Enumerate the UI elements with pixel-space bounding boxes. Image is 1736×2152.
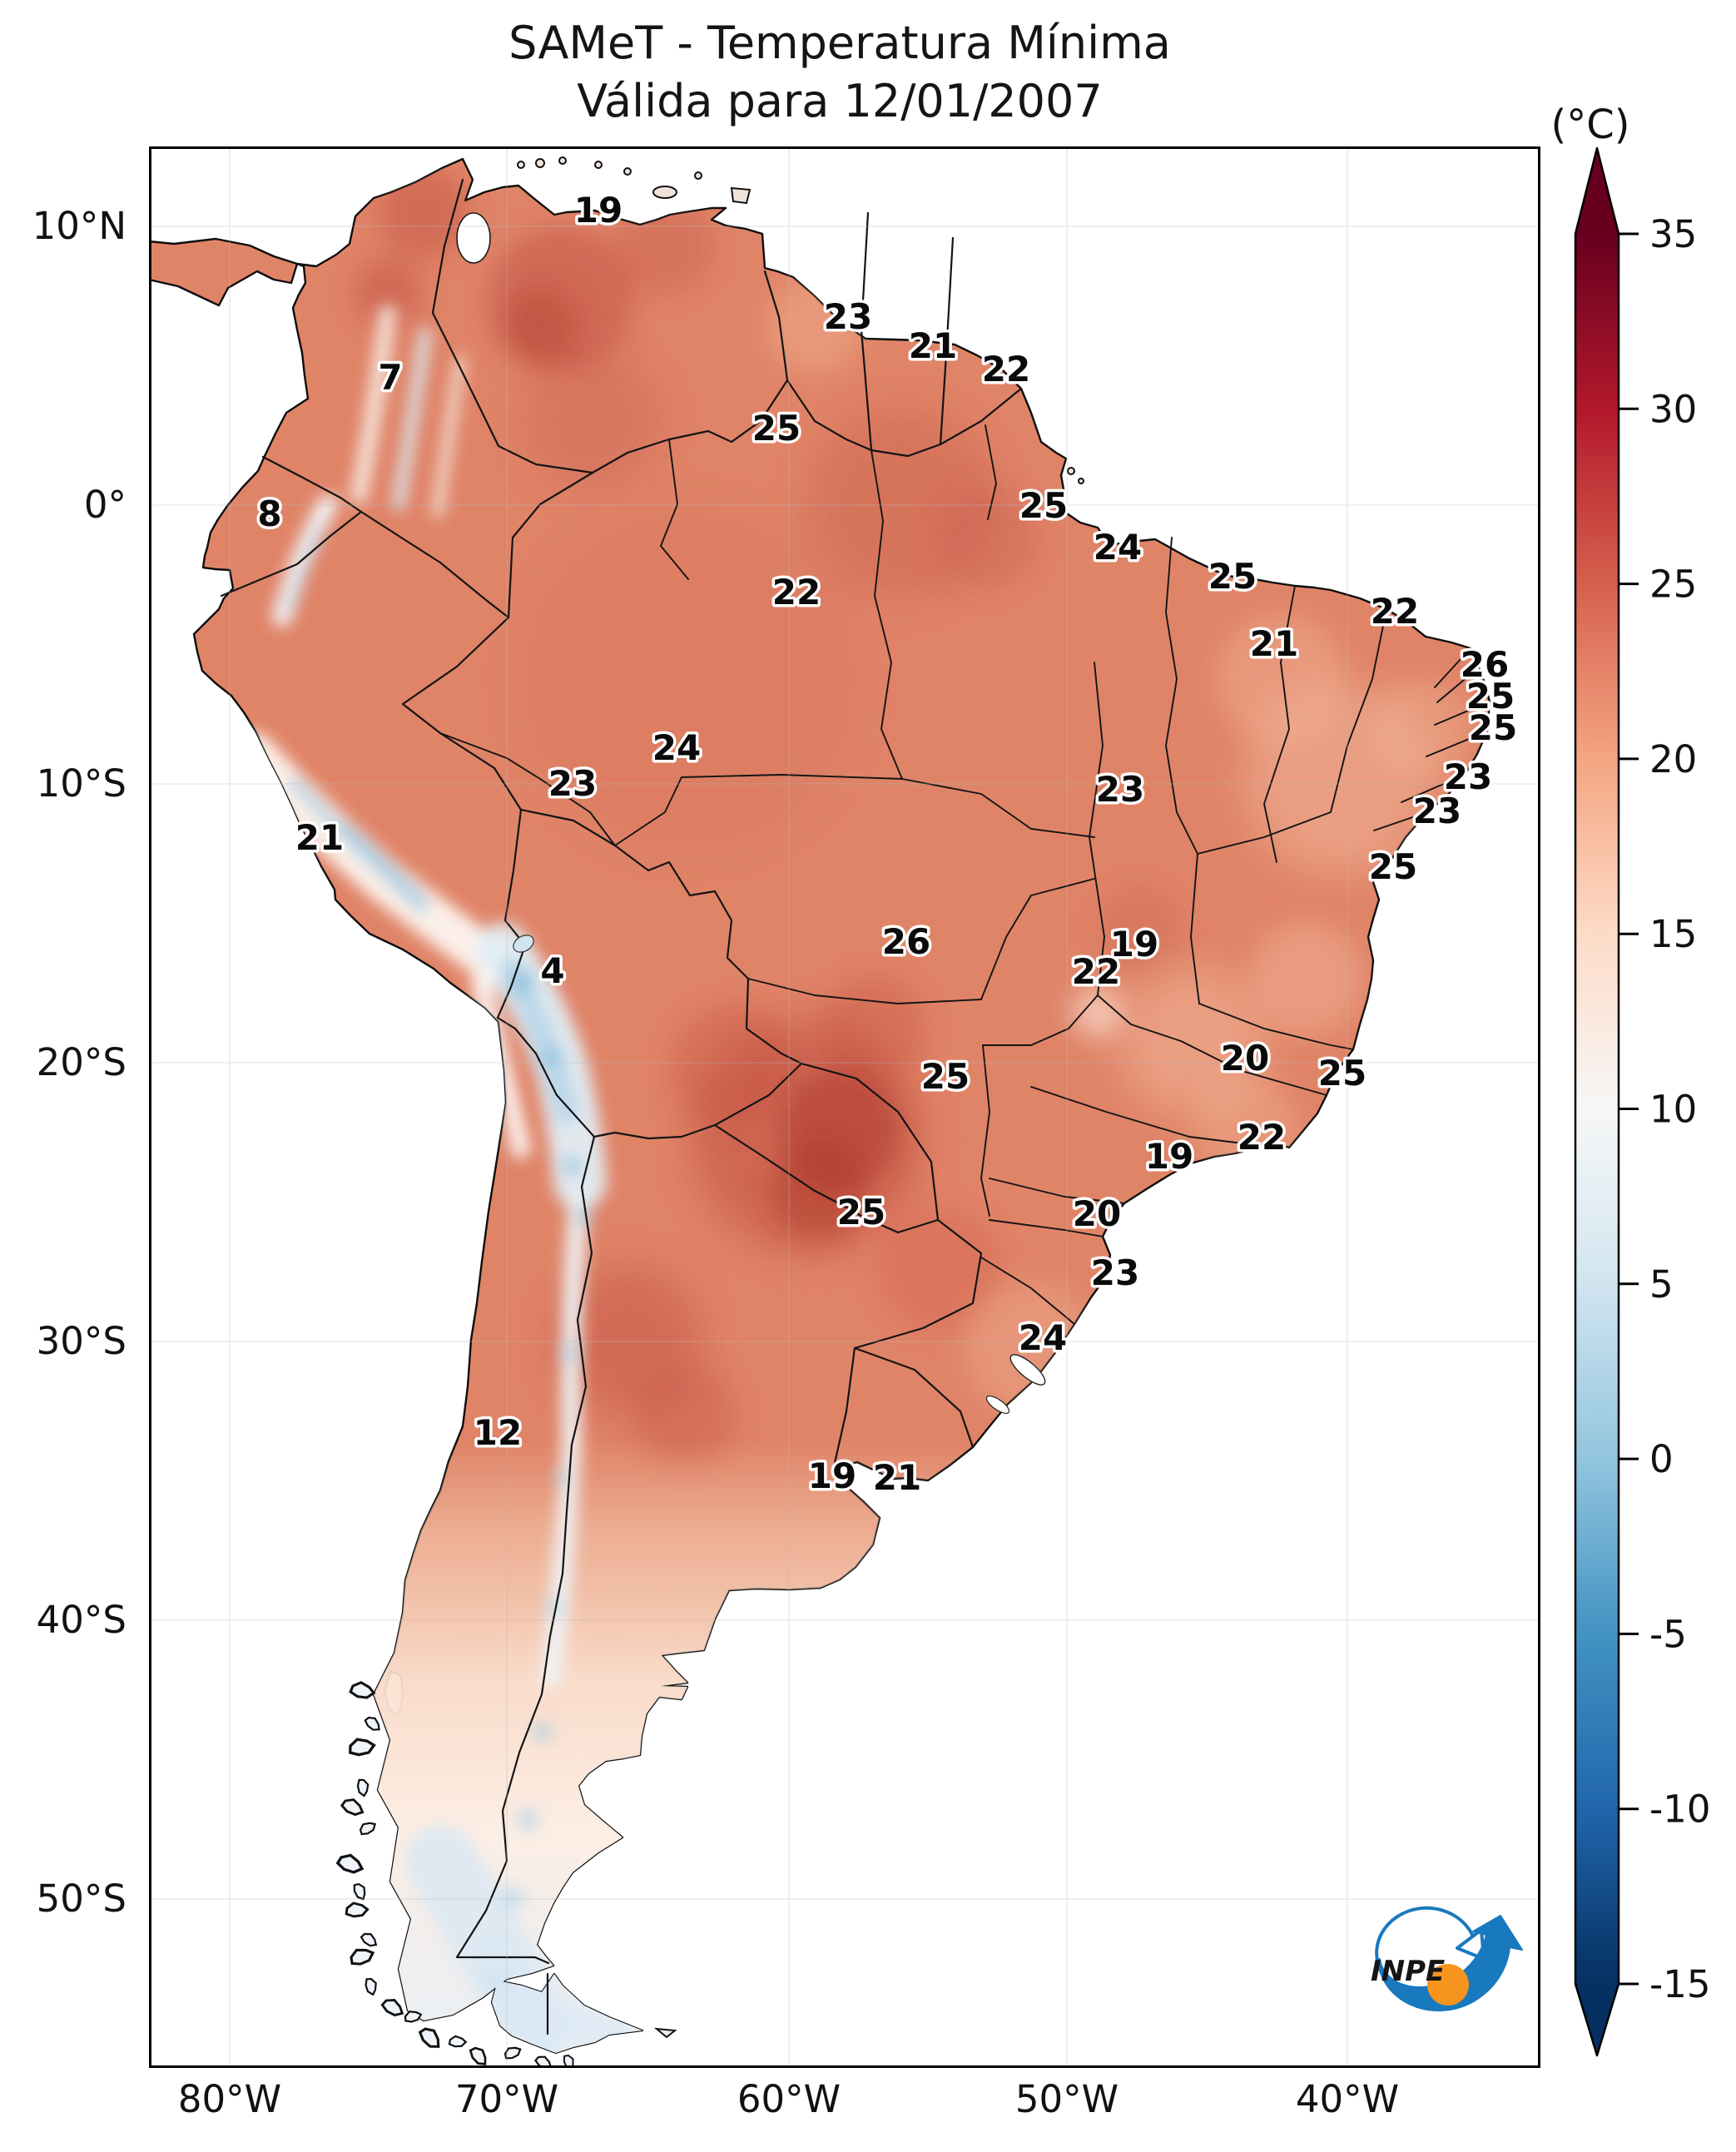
temperature-label: 25 — [1469, 707, 1517, 748]
state-borders — [439, 424, 1490, 1325]
lat-tick-label: 10°N — [32, 204, 126, 248]
temperature-label: 21 — [1250, 623, 1298, 664]
lat-tick-label: 10°S — [36, 761, 126, 806]
temperature-label: 23 — [1091, 1252, 1139, 1293]
temperature-label: 21 — [295, 817, 344, 858]
temperature-label: 24 — [1094, 527, 1142, 568]
graticule — [149, 146, 1540, 2068]
lat-tick-label: 40°S — [36, 1598, 126, 1642]
lat-tick-label: 20°S — [36, 1040, 126, 1084]
temperature-label: 25 — [1208, 556, 1257, 597]
lon-tick-label: 70°W — [454, 2077, 559, 2121]
inpe-logo-text: INPE — [1371, 1955, 1445, 1988]
colorbar-tick-label: 5 — [1649, 1262, 1674, 1307]
temperature-label: 20 — [1221, 1038, 1269, 1078]
temperature-label: 25 — [1318, 1053, 1366, 1093]
temperature-label: 21 — [873, 1457, 921, 1498]
colorbar-tick-label: 15 — [1649, 912, 1697, 956]
lon-tick-label: 50°W — [1014, 2077, 1119, 2121]
lon-tick-label: 40°W — [1295, 2077, 1400, 2121]
temperature-label: 25 — [752, 408, 801, 449]
temperature-label: 25 — [1019, 485, 1068, 526]
temperature-label: 24 — [1019, 1317, 1067, 1358]
temperature-label: 24 — [652, 727, 701, 768]
colorbar-unit-label: (°C) — [1550, 102, 1630, 148]
figure-title-line2: Válida para 12/01/2007 — [577, 75, 1103, 127]
colorbar-tick-label: 30 — [1649, 387, 1697, 431]
temperature-label: 26 — [882, 921, 930, 962]
inpe-logo-orange-dot — [1427, 1964, 1469, 2006]
temperature-label: 26 — [1461, 644, 1509, 685]
map-frame — [149, 146, 1540, 2068]
inpe-logo: INPE — [1371, 1906, 1523, 2011]
temperature-label: 8 — [257, 493, 281, 534]
temperature-label: 22 — [1371, 591, 1419, 632]
temperature-label: 19 — [1145, 1136, 1193, 1177]
colorbar-bar — [1574, 146, 1620, 2057]
temperature-label: 22 — [772, 572, 821, 612]
lat-tick-label: 30°S — [36, 1319, 126, 1363]
temperature-label: 21 — [909, 325, 957, 366]
temperature-label: 7 — [378, 357, 402, 398]
temperature-label: 23 — [1413, 791, 1461, 831]
temperature-label: 25 — [837, 1192, 885, 1232]
temperature-label: 12 — [474, 1412, 522, 1453]
temperature-label: 19 — [808, 1455, 856, 1496]
inpe-logo-solid-arrow — [1376, 1915, 1523, 2011]
colorbar-ticks: 35 30 25 20 15 10 5 0 -5 -10 -15 — [1619, 212, 1711, 2006]
lat-tick-label: 50°S — [36, 1877, 126, 1921]
temperature-label: 19 — [1110, 924, 1158, 964]
temperature-label: 4 — [540, 950, 564, 991]
temperature-label: 22 — [1238, 1117, 1286, 1158]
lat-tick-label: 0° — [83, 483, 126, 527]
temperature-label: 23 — [1444, 756, 1492, 797]
colorbar-tick-label: -15 — [1649, 1962, 1711, 2006]
temperature-label: 22 — [982, 349, 1030, 389]
islands — [517, 156, 1084, 2039]
temperature-label: 25 — [1369, 846, 1417, 887]
temperature-label: 25 — [1466, 676, 1515, 717]
colorbar-tick-label: -10 — [1649, 1788, 1711, 1832]
temperature-label: 20 — [1073, 1193, 1121, 1234]
colorbar-tick-label: 20 — [1649, 737, 1697, 781]
temperature-label: 19 — [574, 190, 622, 231]
lon-tick-label: 60°W — [737, 2077, 841, 2121]
colorbar-tick-label: 25 — [1649, 563, 1697, 607]
figure-title-line1: SAMeT - Temperatura Mínima — [508, 17, 1171, 69]
temperature-label: 25 — [921, 1056, 970, 1097]
colorbar-tick-label: 10 — [1649, 1088, 1697, 1132]
temperature-label: 23 — [1096, 769, 1144, 810]
temperature-label: 23 — [548, 763, 597, 804]
lakes — [456, 212, 1046, 1415]
colorbar-tick-label: 35 — [1649, 212, 1697, 256]
temperature-label: 23 — [824, 296, 872, 337]
lon-tick-label: 80°W — [177, 2077, 282, 2121]
temperature-label: 22 — [1072, 951, 1120, 992]
country-borders — [220, 178, 1023, 2035]
colorbar-tick-label: -5 — [1649, 1612, 1687, 1656]
colorbar-tick-label: 0 — [1649, 1437, 1674, 1481]
